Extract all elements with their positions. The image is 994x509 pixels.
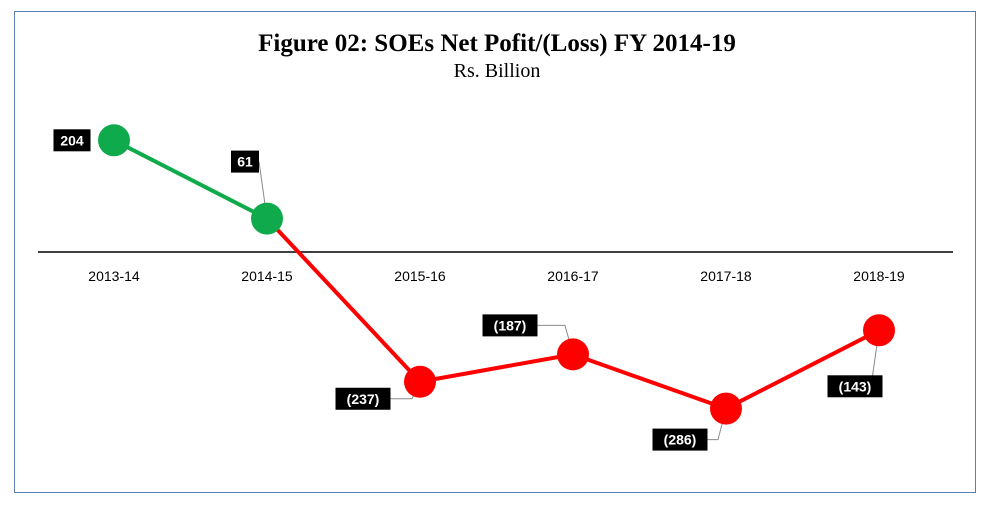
data-label: 204 <box>60 132 84 148</box>
x-tick-labels: 2013-14 2014-15 2015-16 2016-17 2017-18 2018-… <box>88 268 905 284</box>
data-point-marker <box>863 314 895 347</box>
data-label-box <box>335 387 391 410</box>
data-points <box>98 124 895 425</box>
series-line-segment <box>265 217 422 384</box>
chart-subtitle: Rs. Billion <box>453 60 541 82</box>
x-tick-label: 2014-15 <box>241 268 293 284</box>
data-point-marker <box>98 124 130 157</box>
data-label: (237) <box>347 391 380 407</box>
data-point-marker <box>557 338 589 371</box>
x-tick-label: 2018-19 <box>853 268 905 284</box>
data-point-marker <box>404 365 436 398</box>
data-label: 61 <box>237 154 253 170</box>
data-label: (143) <box>839 378 872 394</box>
x-tick-label: 2013-14 <box>88 268 140 284</box>
data-point-marker <box>251 202 283 235</box>
data-label-box <box>53 129 91 152</box>
data-label-box <box>652 428 708 451</box>
data-point-marker <box>710 392 742 425</box>
x-tick-label: 2017-18 <box>700 268 752 284</box>
series-line-segment <box>725 328 880 411</box>
data-labels: 204 61 (237) (187) (286) (143) <box>53 129 883 451</box>
data-label-box <box>231 150 259 173</box>
series-line-segment <box>113 138 268 221</box>
data-label-box <box>827 375 883 398</box>
data-label-box <box>482 314 538 337</box>
x-tick-label: 2016-17 <box>547 268 599 284</box>
series-line-segment <box>419 352 574 384</box>
x-tick-label: 2015-16 <box>394 268 446 284</box>
series-line-segment <box>572 352 727 411</box>
data-label: (187) <box>494 317 527 333</box>
chart-title: Figure 02: SOEs Net Pofit/(Loss) FY 2014… <box>258 30 736 57</box>
series-lines <box>113 138 880 411</box>
data-label: (286) <box>664 432 697 448</box>
